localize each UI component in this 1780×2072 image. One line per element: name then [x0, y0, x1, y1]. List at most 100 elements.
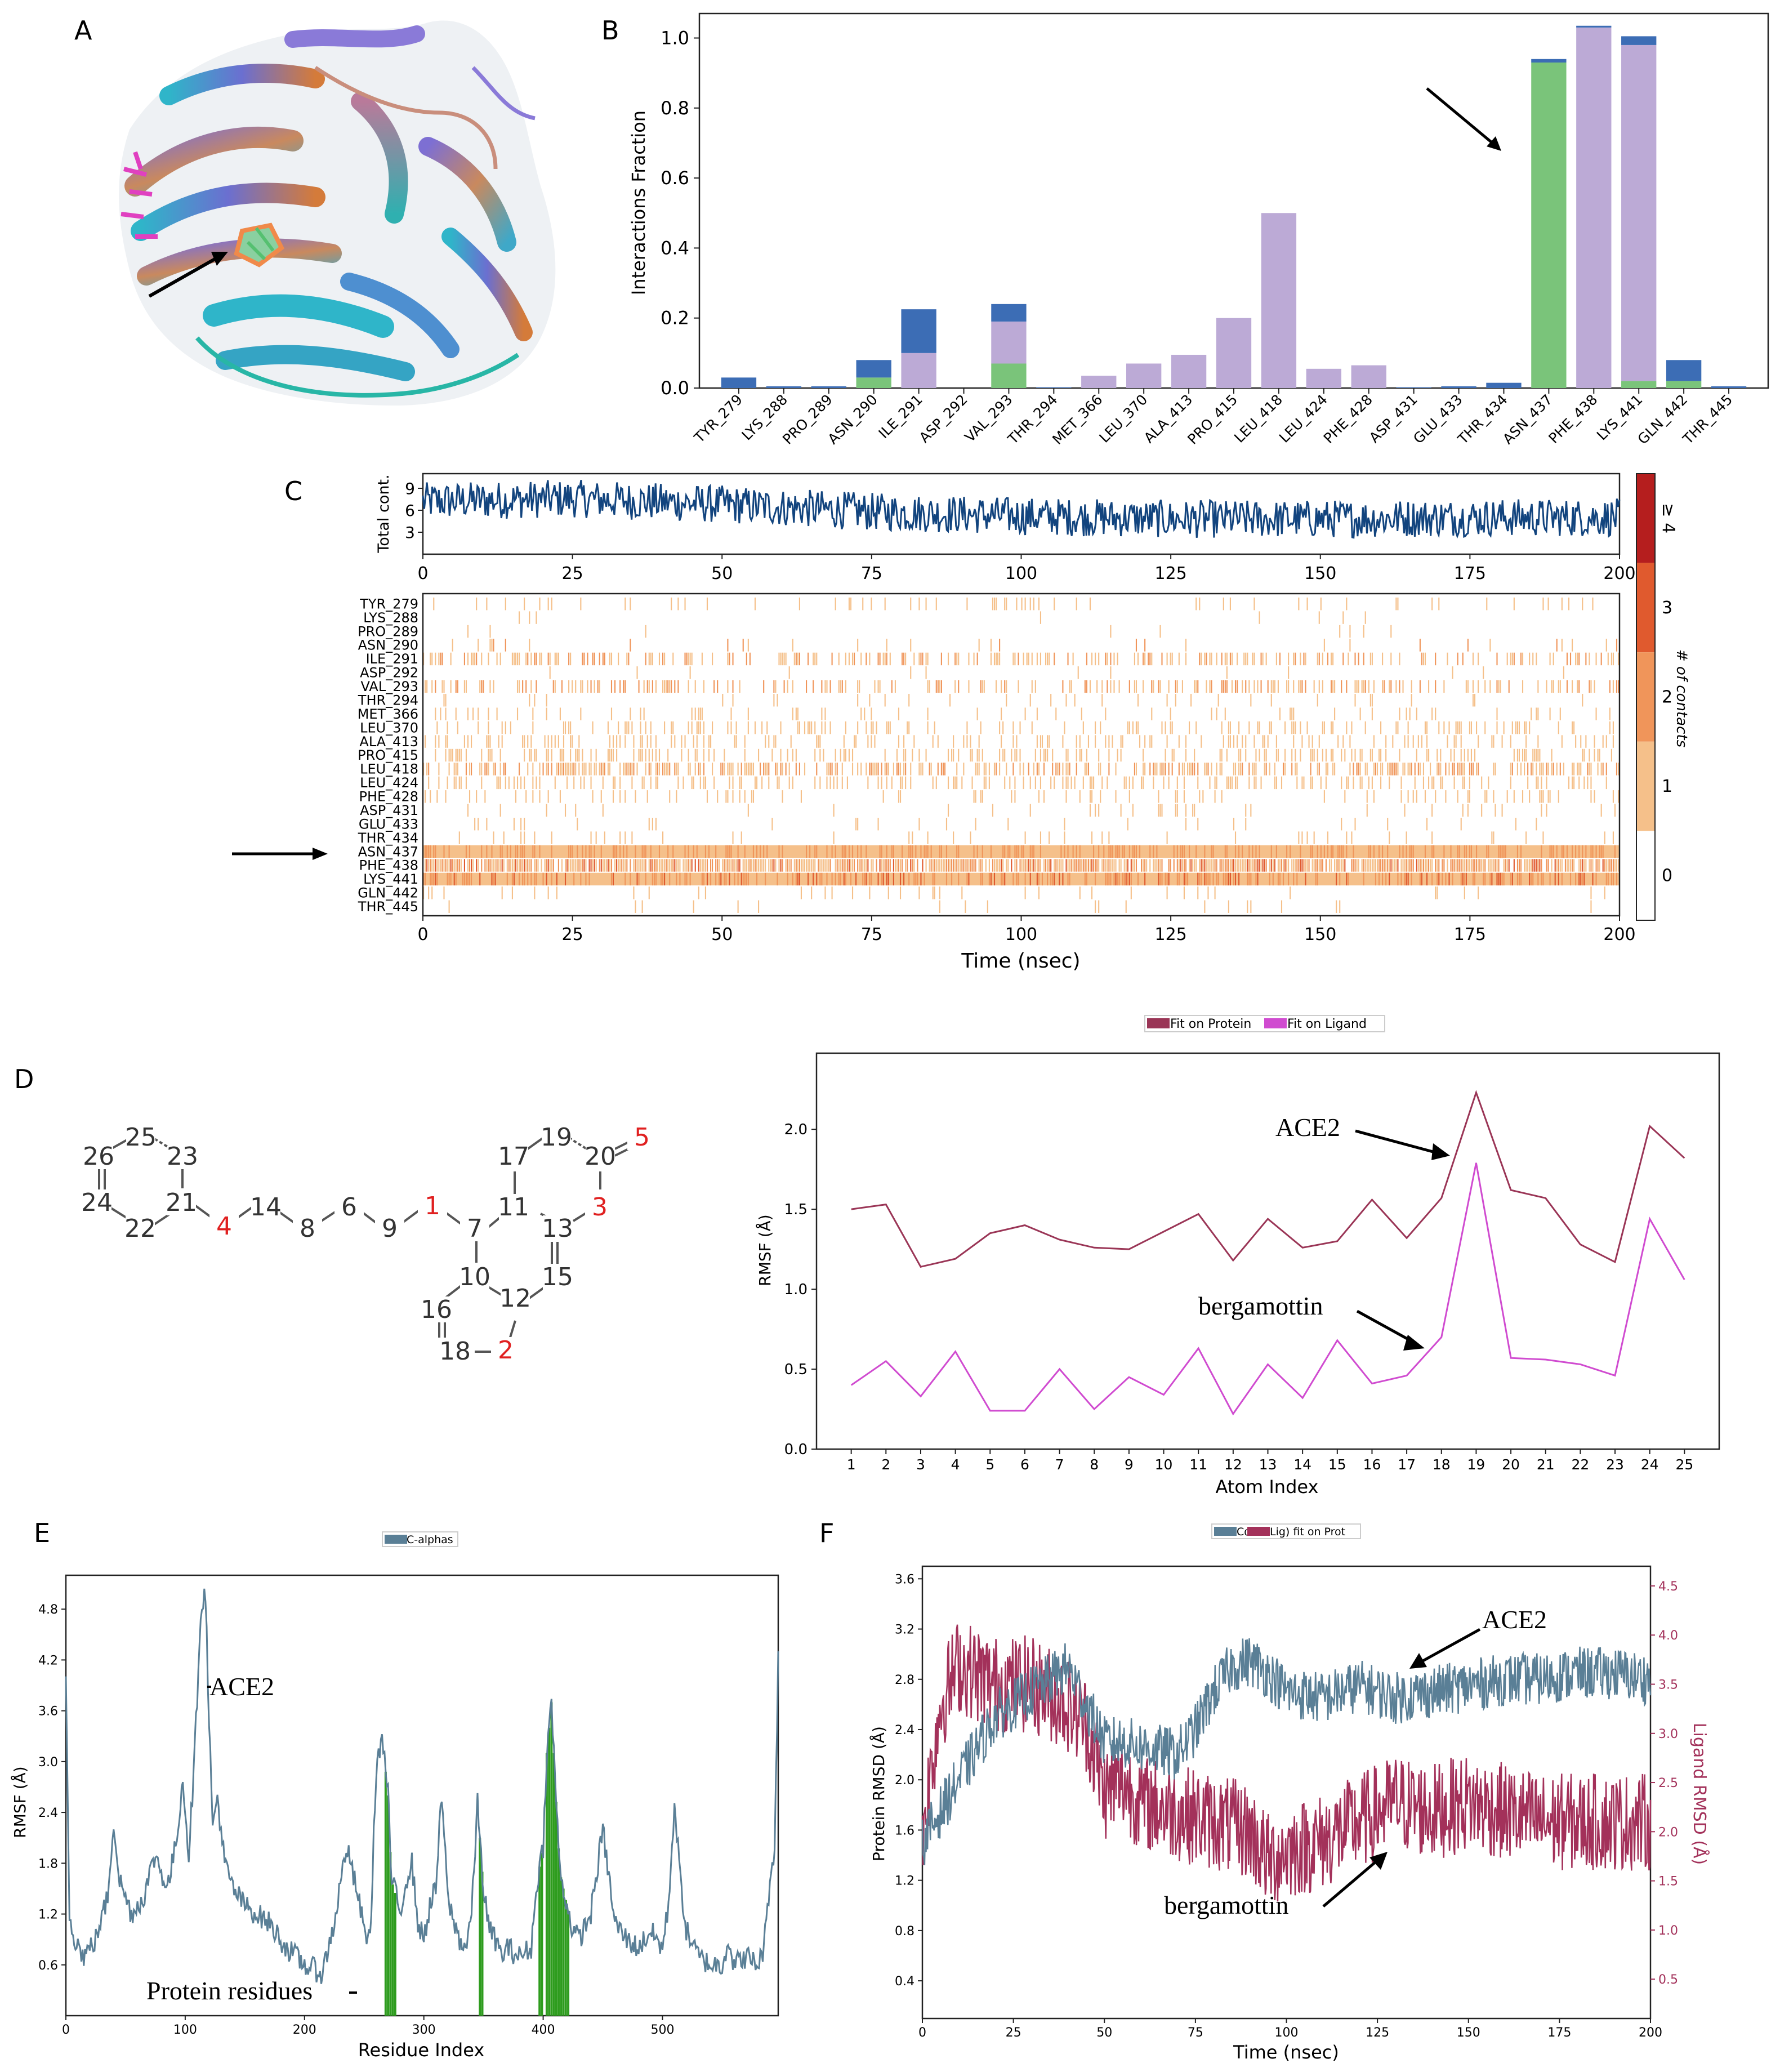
- heatmap-cell: [616, 748, 618, 762]
- heatmap-cell: [894, 859, 896, 872]
- heatmap-cell: [1288, 680, 1290, 693]
- heatmap-cell: [590, 748, 592, 762]
- heatmap-cell: [1117, 748, 1118, 762]
- heatmap-cell: [1435, 790, 1437, 803]
- atom-label-bg: [627, 1124, 657, 1150]
- heatmap-cell: [669, 859, 671, 872]
- heatmap-cell: [595, 763, 597, 776]
- heatmap-cell: [1267, 680, 1269, 693]
- heatmap-cell: [771, 748, 773, 762]
- heatmap-cell: [530, 735, 532, 748]
- heatmap-cell: [845, 859, 846, 872]
- heatmap-cell: [435, 735, 436, 748]
- heatmap-cell: [1369, 748, 1371, 762]
- ligand-rmsf-x-tick-label: 6: [1020, 1456, 1029, 1473]
- heatmap-cell: [1036, 652, 1038, 666]
- heatmap-cell: [677, 598, 679, 611]
- heatmap-cell: [1407, 763, 1409, 776]
- heatmap-cell: [747, 763, 749, 776]
- heatmap-cell: [645, 625, 646, 638]
- heatmap-cell: [1368, 859, 1369, 872]
- heatmap-cell: [1295, 652, 1296, 666]
- heatmap-cell: [766, 763, 768, 776]
- heatmap-cell: [775, 763, 777, 776]
- heatmap-cell: [831, 845, 833, 858]
- heatmap-cell: [882, 652, 884, 666]
- heatmap-cell: [1211, 859, 1212, 872]
- heatmap-cell: [838, 872, 840, 886]
- heatmap-cell: [1195, 859, 1197, 872]
- interaction-y-tick-label: 0.2: [661, 308, 689, 329]
- heatmap-cell: [1180, 845, 1181, 858]
- heatmap-cell: [773, 694, 775, 707]
- atom-label-7: 7: [467, 1214, 483, 1243]
- heatmap-cell: [450, 872, 452, 886]
- heatmap-cell: [898, 790, 900, 803]
- heatmap-cell: [655, 748, 657, 762]
- heatmap-cell: [1170, 707, 1171, 720]
- heatmap-cell: [826, 680, 828, 693]
- heatmap-cell: [1134, 845, 1135, 858]
- heatmap-cell: [1561, 639, 1563, 652]
- heatmap-cell: [552, 859, 554, 872]
- atom-label-bg: [126, 1215, 155, 1241]
- heatmap-cell: [536, 859, 537, 872]
- heatmap-cell: [826, 763, 828, 776]
- heatmap-cell: [1573, 776, 1575, 790]
- heatmap-cell: [1587, 776, 1589, 790]
- heatmap-cell: [1123, 776, 1125, 790]
- heatmap-cell: [908, 845, 910, 858]
- heatmap-cell: [1163, 776, 1165, 790]
- heatmap-cell: [1084, 763, 1086, 776]
- colorbar-segment: [1636, 831, 1655, 920]
- heatmap-cell: [682, 776, 684, 790]
- heatmap-cell: [1226, 680, 1228, 693]
- heatmap-cell: [484, 859, 486, 872]
- bar-leu-370-hydrophobic: [1126, 363, 1162, 388]
- heatmap-cell: [501, 859, 503, 872]
- ligand-rmsf-x-tick-label: 19: [1467, 1456, 1485, 1473]
- heatmap-cell: [1605, 639, 1607, 652]
- heatmap-cell: [1206, 763, 1207, 776]
- heatmap-cell: [431, 872, 433, 886]
- heatmap-cell: [1359, 748, 1361, 762]
- heatmap-cell: [1009, 845, 1011, 858]
- heatmap-cell: [1098, 859, 1100, 872]
- heatmap-cell: [592, 721, 594, 734]
- heatmap-cell: [1334, 707, 1336, 720]
- heatmap-cell: [488, 763, 489, 776]
- heatmap-cell: [1385, 872, 1387, 886]
- heatmap-cell: [1594, 790, 1595, 803]
- heatmap-cell: [1611, 872, 1612, 886]
- heatmap-cell: [881, 859, 882, 872]
- bar-phe-438-hydrophobic: [1576, 27, 1612, 389]
- heatmap-cell: [1612, 872, 1614, 886]
- heatmap-cell: [568, 845, 570, 858]
- heatmap-cell: [1443, 680, 1445, 693]
- heatmap-cell: [985, 763, 987, 776]
- heatmap-cell: [1578, 763, 1580, 776]
- heatmap-cell: [1180, 859, 1181, 872]
- heatmap-cell: [1416, 748, 1417, 762]
- heatmap-cell: [894, 680, 896, 693]
- heatmap-cell: [1373, 680, 1375, 693]
- heatmap-cell: [1185, 872, 1187, 886]
- heatmap-cell: [1113, 652, 1115, 666]
- atom-label-bg: [84, 1143, 113, 1169]
- heatmap-cell: [1617, 652, 1620, 666]
- heatmap-cell: [1199, 859, 1201, 872]
- heatmap-cell: [1229, 859, 1231, 872]
- heatmap-cell: [1255, 859, 1257, 872]
- heatmap-cell: [1181, 763, 1183, 776]
- heatmap-cell: [1176, 790, 1178, 803]
- ligand-rmsf-x-tick-label: 20: [1502, 1456, 1520, 1473]
- heatmap-cell: [754, 598, 756, 611]
- heatmap-cell: [1123, 859, 1125, 872]
- heatmap-cell: [1457, 652, 1458, 666]
- heatmap-cell: [1469, 763, 1470, 776]
- heatmap-cell: [1354, 652, 1356, 666]
- heatmap-cell: [478, 707, 479, 720]
- heatmap-cell: [1168, 680, 1170, 693]
- heatmap-cell: [1320, 845, 1322, 858]
- heatmap-cell: [940, 859, 942, 872]
